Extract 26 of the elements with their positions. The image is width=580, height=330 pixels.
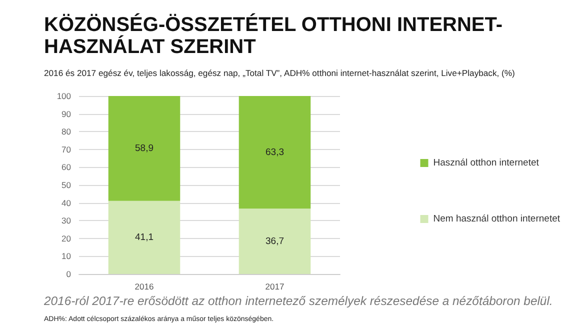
y-tick-label: 100: [56, 91, 72, 101]
y-tick-label: 90: [62, 108, 72, 119]
y-tick-label: 40: [62, 198, 72, 208]
legend-label: Használ otthon internetet: [433, 158, 540, 168]
bar: [238, 208, 311, 274]
bar: [108, 200, 180, 274]
x-tick-label: 2016: [134, 282, 154, 292]
data-label: 36,7: [266, 236, 284, 247]
y-tick-label: 70: [62, 144, 72, 154]
y-tick-label: 30: [62, 216, 72, 226]
y-tick-label: 80: [62, 126, 72, 137]
data-label: 58,9: [135, 142, 154, 154]
x-tick-label: 2017: [265, 282, 284, 292]
y-tick-label: 60: [62, 162, 72, 172]
bar: [238, 96, 311, 209]
legend-label: Nem használ otthon internetet: [433, 214, 560, 224]
text: 2016-ról 2017-re erősödött az otthon internetező személyek részesedése a nézőtáboron belül.: [44, 294, 553, 308]
chart-subtitle: 2016 és 2017 egész év, teljes lakosság, egész nap, „Total TV”, ADH% otthoni internet-használat szerint, Live+Playback, (%): [44, 68, 515, 78]
y-tick-label: 50: [62, 180, 72, 190]
data-label: 41,1: [135, 232, 154, 243]
y-tick-label: 10: [62, 251, 72, 262]
y-tick-label: 0: [66, 269, 72, 279]
y-tick-label: 20: [62, 233, 72, 244]
bar: [108, 96, 180, 201]
data-label: 63,3: [266, 146, 284, 158]
chart-title: KÖZÖNSÉG-ÖSSZETÉTEL OTTHONI INTERNET-HASZNÁLAT SZERINT: [44, 14, 504, 58]
